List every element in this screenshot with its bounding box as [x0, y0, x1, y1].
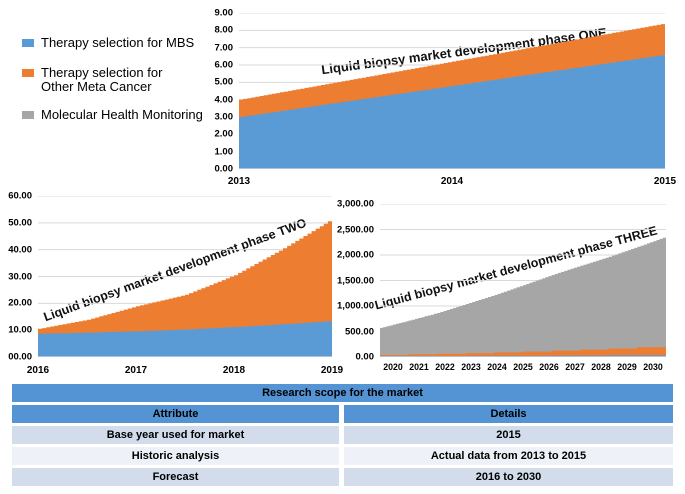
- y-tick-label: 20.00: [8, 297, 32, 309]
- table-row: Forecast 2016 to 2030: [12, 468, 673, 486]
- table-header-row: Attribute Details: [12, 405, 673, 423]
- y-tick-label: 500.00: [344, 326, 374, 337]
- y-tick-label: 40.00: [8, 244, 32, 256]
- y-tick-label: 0.00: [355, 351, 375, 363]
- y-tick-label: 00.00: [8, 351, 32, 363]
- area-series-1: [38, 218, 332, 357]
- mbs-color-swatch: [22, 39, 34, 47]
- y-tick-label: 30.00: [8, 271, 32, 282]
- area-series-0: [239, 54, 665, 169]
- x-tick-label: 2020: [383, 362, 403, 372]
- phase-three-plot-area: [380, 204, 666, 357]
- y-tick-label: 10.00: [8, 324, 32, 336]
- legend-item-other-meta-cancer: Therapy selection for Other Meta Cancer: [22, 66, 162, 94]
- x-tick-label: 2022: [435, 362, 455, 372]
- y-tick-label: 2,000.00: [337, 249, 374, 261]
- molecular-health-monitoring-color-swatch: [22, 111, 34, 119]
- details-cell: 2016 to 2030: [344, 468, 673, 486]
- x-tick-label: 2030: [643, 362, 663, 372]
- table-row: Base year used for market 2015: [12, 426, 673, 444]
- attribute-cell: Historic analysis: [12, 447, 339, 465]
- x-tick-label: 2027: [565, 362, 585, 372]
- y-tick-label: 9.00: [214, 7, 234, 19]
- area-series-2: [380, 236, 666, 357]
- y-tick-label: 1.00: [214, 146, 234, 158]
- phase-two-chart: Liquid biopsy market development phase T…: [0, 188, 348, 388]
- y-tick-label: 2,500.00: [337, 224, 374, 235]
- legend-item-label: Molecular Health Monitoring: [41, 107, 203, 122]
- legend-item-label: Therapy selection for MBS: [41, 35, 195, 50]
- details-cell: Actual data from 2013 to 2015: [344, 447, 673, 465]
- x-tick-label: 2013: [227, 176, 251, 187]
- y-tick-label: 2.00: [214, 128, 234, 140]
- area-series-1: [380, 345, 666, 357]
- x-tick-label: 2025: [513, 362, 533, 372]
- y-tick-label: 60.00: [8, 190, 32, 202]
- phase-one-chart: Liquid biopsy market development phase O…: [205, 0, 685, 196]
- y-tick-label: 7.00: [214, 42, 234, 54]
- phase-two-plot-area: [38, 196, 332, 357]
- legend-item-mbs: Therapy selection for MBS: [22, 36, 194, 50]
- table-row: Historic analysis Actual data from 2013 …: [12, 447, 673, 465]
- x-tick-label: 2023: [461, 362, 481, 372]
- table-title: Research scope for the market: [12, 384, 673, 402]
- y-tick-label: 6.00: [214, 59, 234, 71]
- x-tick-label: 2017: [124, 365, 148, 376]
- details-cell: 2015: [344, 426, 673, 444]
- y-tick-label: 50.00: [8, 217, 32, 229]
- other-meta-cancer-color-swatch: [22, 69, 34, 77]
- y-tick-label: 0.00: [214, 163, 234, 175]
- y-tick-label: 1,500.00: [337, 275, 374, 286]
- x-tick-label: 2021: [409, 362, 429, 372]
- y-tick-label: 8.00: [214, 24, 234, 36]
- y-tick-label: 5.00: [214, 76, 234, 88]
- x-tick-label: 2014: [440, 176, 464, 187]
- area-series-0: [38, 320, 332, 357]
- phase-three-chart: Liquid biopsy market development phase T…: [335, 188, 685, 388]
- y-tick-label: 3.00: [214, 111, 234, 123]
- attribute-cell: Forecast: [12, 468, 339, 486]
- phase-one-plot-area: [239, 13, 665, 169]
- table-title-row: Research scope for the market: [12, 384, 673, 402]
- y-tick-label: 3,000.00: [337, 198, 374, 210]
- column-header-details: Details: [344, 405, 673, 423]
- x-tick-label: 2029: [617, 362, 637, 372]
- x-tick-label: 2024: [487, 362, 507, 372]
- x-tick-label: 2028: [591, 362, 611, 372]
- research-scope-table: Research scope for the market Attribute …: [12, 384, 673, 489]
- y-tick-label: 4.00: [214, 94, 234, 106]
- x-tick-label: 2016: [26, 365, 50, 376]
- attribute-cell: Base year used for market: [12, 426, 339, 444]
- x-tick-label: 2015: [653, 176, 677, 187]
- legend-item-label: Therapy selection for Other Meta Cancer: [41, 65, 163, 94]
- x-tick-label: 2019: [320, 365, 344, 376]
- x-tick-label: 2018: [222, 365, 246, 376]
- y-tick-label: 1,000.00: [337, 300, 374, 312]
- column-header-attribute: Attribute: [12, 405, 339, 423]
- x-tick-label: 2026: [539, 362, 559, 372]
- legend-item-molecular-health-monitoring: Molecular Health Monitoring: [22, 108, 203, 122]
